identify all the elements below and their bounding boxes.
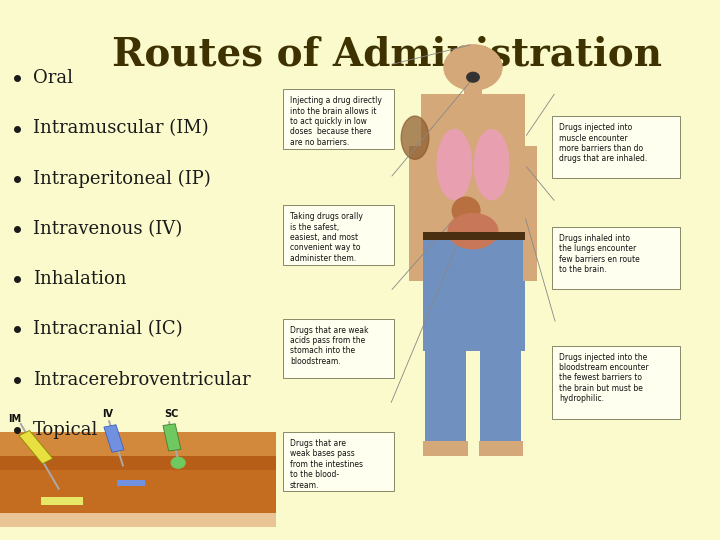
Text: Drugs injected into
muscle encounter
more barriers than do
drugs that are inhale: Drugs injected into muscle encounter mor… (559, 123, 647, 163)
FancyBboxPatch shape (283, 319, 394, 378)
FancyBboxPatch shape (283, 432, 394, 491)
Circle shape (444, 45, 502, 90)
FancyBboxPatch shape (283, 89, 394, 148)
FancyBboxPatch shape (552, 227, 680, 289)
Text: SC: SC (164, 409, 179, 419)
Text: Intracranial (IC): Intracranial (IC) (33, 320, 183, 339)
Text: Routes of Administration: Routes of Administration (112, 35, 662, 73)
FancyBboxPatch shape (479, 441, 523, 456)
FancyBboxPatch shape (42, 497, 83, 505)
Text: Injecting a drug directly
into the brain allows it
to act quickly in low
doses  : Injecting a drug directly into the brain… (290, 96, 382, 147)
FancyBboxPatch shape (480, 348, 521, 443)
Ellipse shape (452, 197, 480, 224)
Ellipse shape (401, 116, 429, 159)
Circle shape (467, 72, 480, 82)
FancyBboxPatch shape (423, 232, 525, 240)
FancyBboxPatch shape (0, 513, 276, 526)
FancyBboxPatch shape (423, 235, 525, 351)
Text: Taking drugs orally
is the safest,
easiest, and most
convenient way to
administe: Taking drugs orally is the safest, easie… (290, 212, 363, 263)
FancyBboxPatch shape (117, 480, 145, 486)
FancyBboxPatch shape (425, 348, 466, 443)
Text: Intramuscular (IM): Intramuscular (IM) (33, 119, 209, 138)
Text: Oral: Oral (33, 69, 73, 87)
Polygon shape (163, 424, 181, 451)
Polygon shape (19, 430, 53, 464)
FancyBboxPatch shape (464, 76, 482, 97)
FancyBboxPatch shape (421, 94, 525, 238)
Polygon shape (104, 425, 124, 452)
FancyBboxPatch shape (0, 456, 276, 470)
FancyBboxPatch shape (552, 116, 680, 178)
Ellipse shape (448, 213, 498, 248)
Text: Drugs that are weak
acids pass from the
stomach into the
bloodstream.: Drugs that are weak acids pass from the … (290, 326, 369, 366)
FancyBboxPatch shape (423, 441, 468, 456)
Text: IV: IV (102, 409, 113, 419)
Text: IM: IM (9, 414, 22, 424)
Text: Intraperitoneal (IP): Intraperitoneal (IP) (33, 170, 211, 188)
Text: Topical: Topical (33, 421, 99, 439)
Text: Drugs inhaled into
the lungs encounter
few barriers en route
to the brain.: Drugs inhaled into the lungs encounter f… (559, 234, 640, 274)
Text: Intracerebroventricular: Intracerebroventricular (33, 370, 251, 389)
Circle shape (171, 457, 185, 468)
Text: Drugs that are
weak bases pass
from the intestines
to the blood-
stream.: Drugs that are weak bases pass from the … (290, 439, 363, 490)
FancyBboxPatch shape (523, 146, 536, 281)
FancyBboxPatch shape (552, 346, 680, 418)
FancyBboxPatch shape (0, 470, 276, 513)
Ellipse shape (437, 130, 472, 200)
Text: Intravenous (IV): Intravenous (IV) (33, 220, 182, 238)
Ellipse shape (474, 130, 509, 200)
FancyBboxPatch shape (283, 205, 394, 265)
Text: Inhalation: Inhalation (33, 270, 127, 288)
Text: Drugs injected into the
bloodstream encounter
the fewest barriers to
the brain b: Drugs injected into the bloodstream enco… (559, 353, 649, 403)
FancyBboxPatch shape (410, 146, 423, 281)
FancyBboxPatch shape (0, 432, 276, 456)
